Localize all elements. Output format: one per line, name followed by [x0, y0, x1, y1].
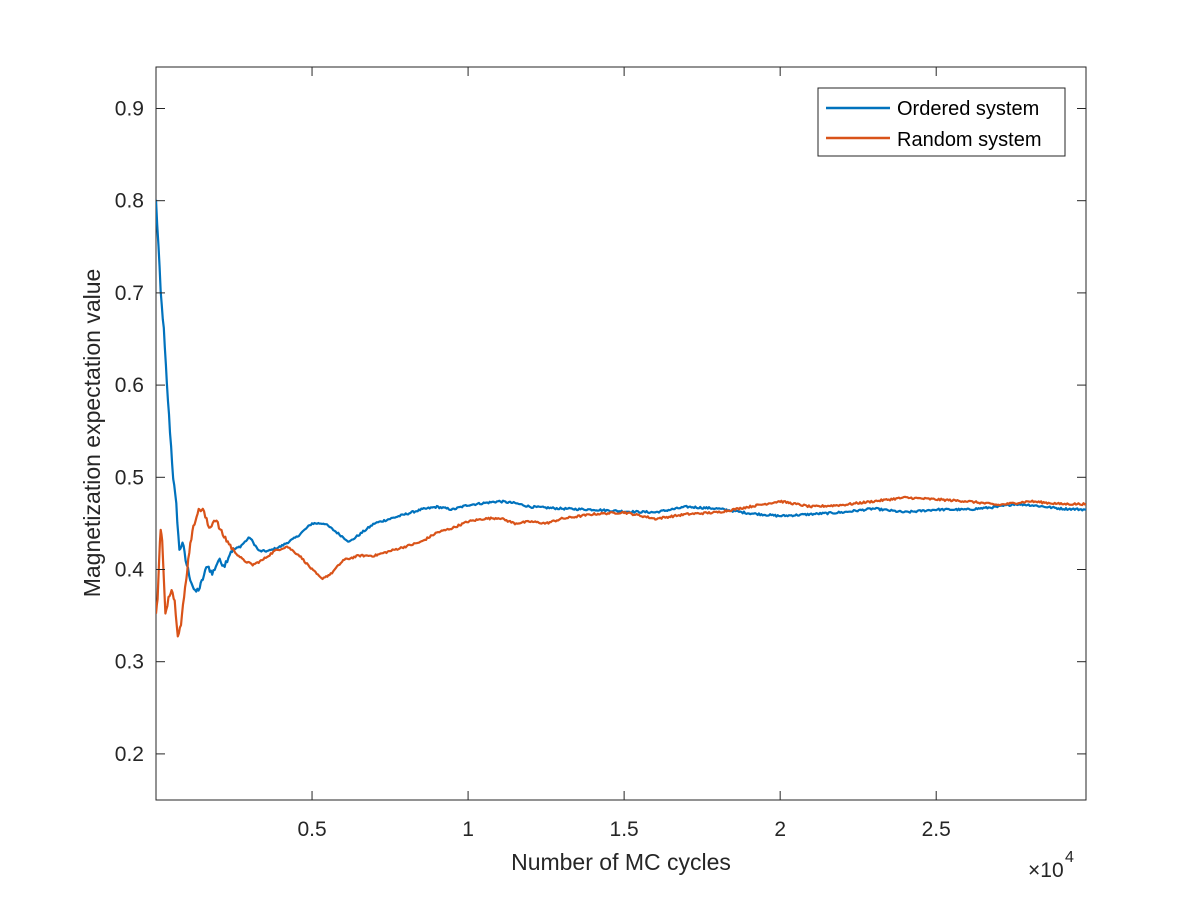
y-tick-label: 0.7	[115, 282, 144, 305]
series-layer	[156, 199, 1086, 638]
x-axis-title: Number of MC cycles	[511, 849, 731, 875]
x-exponent-label: ×10	[1028, 859, 1064, 882]
y-tick-label: 0.5	[115, 466, 144, 489]
x-tick-label: 1	[462, 818, 474, 841]
y-axis-title: Magnetization expectation value	[79, 269, 105, 598]
plot-area	[155, 66, 1087, 801]
y-tick-label: 0.4	[115, 558, 145, 581]
y-tick-label: 0.3	[115, 651, 144, 674]
series-line-ordered-system	[156, 199, 1086, 593]
y-tick-label: 0.2	[115, 743, 144, 766]
y-tick-label: 0.9	[115, 97, 144, 120]
legend-box	[817, 87, 1066, 157]
legend-label-random-system: Random system	[897, 129, 1042, 151]
x-tick-label: 0.5	[297, 818, 326, 841]
y-tick-label: 0.6	[115, 374, 144, 397]
legend-label-ordered-system: Ordered system	[897, 98, 1039, 120]
x-tick-label: 2	[774, 818, 786, 841]
x-tick-label: 1.5	[610, 818, 639, 841]
y-tick-label: 0.8	[115, 190, 144, 213]
x-tick-label: 2.5	[922, 818, 951, 841]
x-exponent-power: 4	[1065, 849, 1074, 866]
series-line-random-system	[156, 495, 1086, 638]
ticks-layer: 0.5 1 1.5 2 2.5 0.2 0.3 0.4 0.5 0.6 0.7 0.8 0.9	[115, 67, 1086, 841]
legend: Ordered system Random system	[817, 87, 1066, 157]
